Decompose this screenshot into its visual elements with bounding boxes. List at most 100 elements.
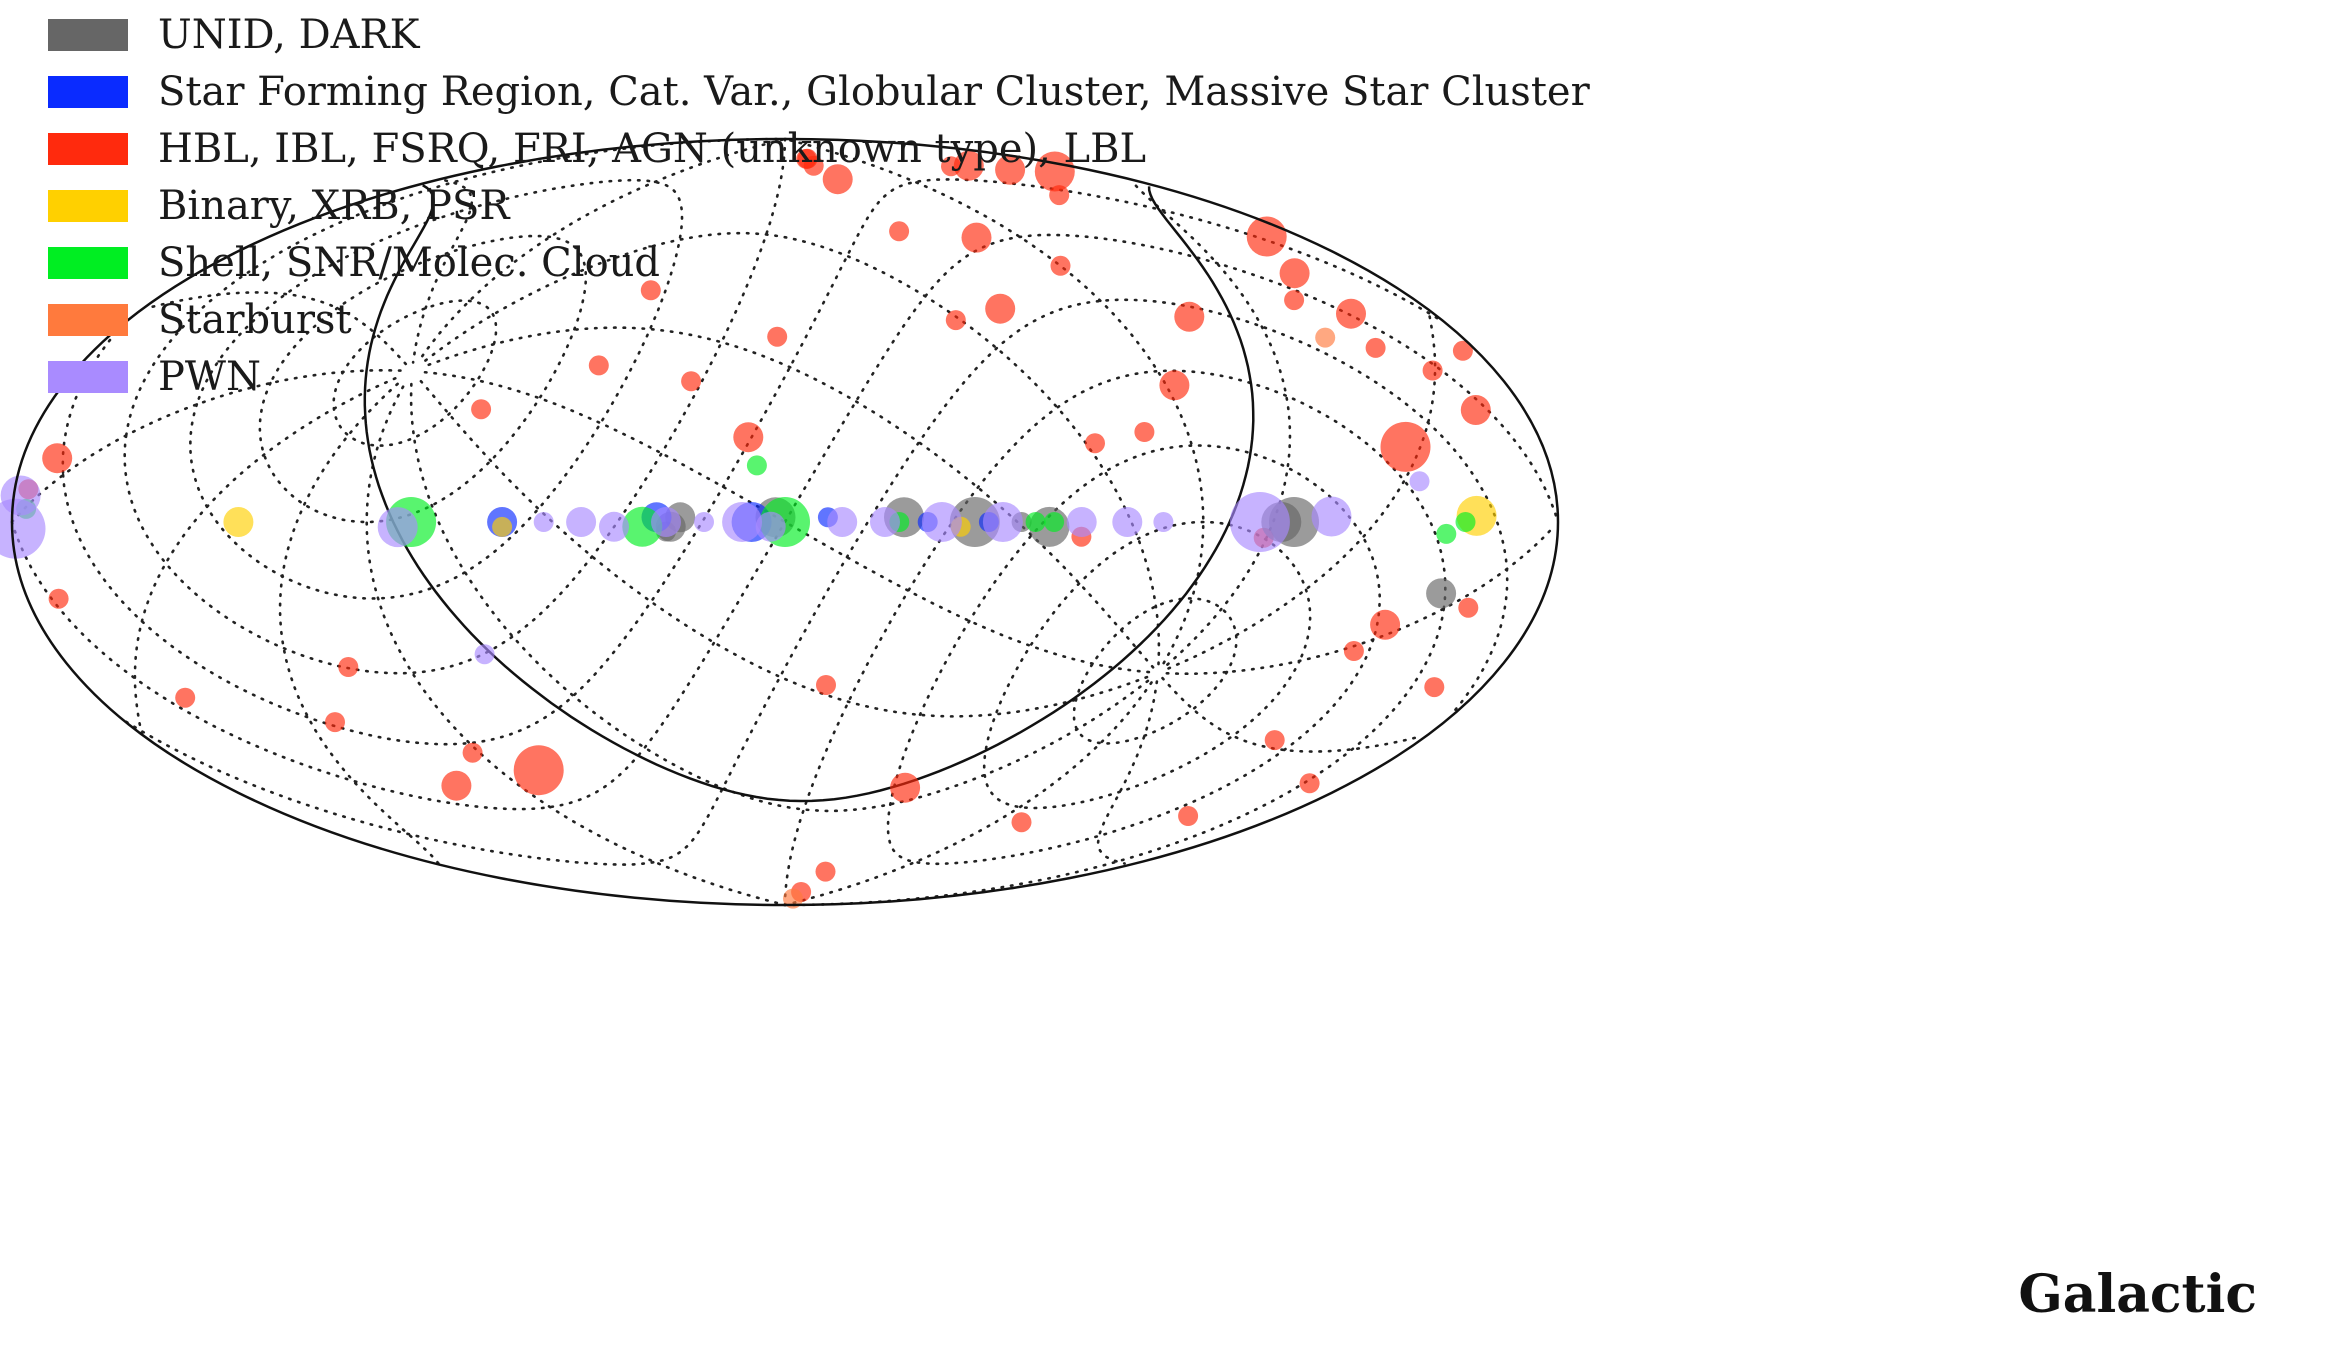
source-marker — [1343, 641, 1364, 661]
source-marker — [1178, 806, 1199, 826]
legend: UNID, DARK Star Forming Region, Cat. Var… — [48, 6, 1590, 405]
ecliptic-curves — [363, 184, 1255, 803]
grid-line — [419, 370, 1151, 674]
source-marker — [377, 507, 418, 548]
source-marker — [1025, 512, 1046, 532]
source-marker — [945, 310, 966, 331]
legend-item-binary: Binary, XRB, PSR — [48, 177, 1590, 234]
source-marker — [651, 507, 681, 537]
legend-label: Star Forming Region, Cat. Var., Globular… — [158, 68, 1590, 115]
source-marker — [783, 888, 803, 909]
source-marker — [827, 507, 858, 537]
source-marker — [1174, 301, 1205, 332]
legend-label: Binary, XRB, PSR — [158, 182, 510, 229]
source-marker — [815, 861, 836, 882]
source-marker — [694, 512, 714, 532]
grid-line — [123, 137, 787, 675]
source-marker — [961, 222, 992, 253]
source-marker — [733, 422, 764, 453]
source-marker — [566, 507, 597, 537]
legend-item-star-forming: Star Forming Region, Cat. Var., Globular… — [48, 63, 1590, 120]
source-marker — [1011, 812, 1032, 833]
source-marker — [42, 443, 73, 474]
source-marker — [1458, 597, 1479, 618]
grid-line — [151, 291, 1437, 670]
source-marker — [1365, 337, 1386, 358]
source-marker — [599, 511, 629, 542]
grid-line — [409, 378, 1150, 813]
source-marker — [1229, 492, 1290, 552]
legend-item-shell: Shell, SNR/Molec. Cloud — [48, 234, 1590, 291]
source-marker — [985, 293, 1016, 324]
source-marker — [1370, 609, 1401, 640]
legend-swatch — [48, 246, 128, 279]
source-marker — [1049, 185, 1070, 206]
source-marker — [1409, 471, 1430, 492]
source-marker — [338, 657, 359, 677]
legend-label: UNID, DARK — [158, 11, 420, 58]
grid-line — [421, 326, 1155, 669]
source-marker — [816, 675, 836, 695]
grid-line — [783, 369, 1447, 907]
grid-line — [278, 378, 1159, 865]
source-marker — [1455, 512, 1476, 532]
source-marker — [325, 712, 345, 733]
source-marker — [1380, 421, 1431, 472]
source-marker — [890, 772, 921, 803]
legend-label: HBL, IBL, FSRQ, FRI, AGN (unknown type),… — [158, 125, 1147, 172]
source-marker — [870, 507, 900, 537]
source-marker — [889, 221, 910, 242]
grid-line — [10, 369, 1554, 675]
source-marker — [1264, 730, 1285, 751]
source-marker — [1159, 370, 1190, 401]
source-marker — [462, 742, 483, 763]
source-marker — [995, 154, 1026, 185]
source-marker — [474, 644, 495, 665]
legend-swatch — [48, 75, 128, 108]
legend-item-agn: HBL, IBL, FSRQ, FRI, AGN (unknown type),… — [48, 120, 1590, 177]
grid-line — [886, 444, 1382, 866]
source-marker — [681, 371, 702, 392]
grid-line — [365, 379, 1153, 907]
source-marker — [953, 150, 984, 181]
source-marker — [1066, 507, 1097, 537]
legend-swatch — [48, 18, 128, 51]
source-marker — [1134, 422, 1155, 442]
source-marker — [588, 355, 609, 376]
source-marker — [533, 512, 554, 532]
source-marker — [513, 745, 564, 796]
source-marker — [1424, 677, 1445, 698]
source-marker — [1336, 298, 1366, 329]
source-marker — [1426, 578, 1457, 609]
source-marker — [223, 507, 254, 537]
source-marker — [640, 280, 661, 301]
source-marker — [822, 164, 853, 195]
source-marker — [796, 148, 817, 169]
source-marker — [1299, 773, 1320, 794]
source-marker — [1153, 512, 1174, 532]
source-marker — [0, 498, 46, 559]
grid-line — [415, 375, 1149, 718]
grid-line — [411, 179, 1292, 666]
legend-item-unid: UNID, DARK — [48, 6, 1590, 63]
grid-line — [133, 374, 1419, 753]
source-marker — [1112, 507, 1143, 537]
source-marker — [1315, 327, 1336, 348]
legend-swatch — [48, 360, 128, 393]
source-marker — [746, 455, 767, 476]
sky-boundary — [10, 137, 1560, 907]
source-marker — [1436, 523, 1457, 544]
source-marker — [1279, 258, 1310, 289]
source-markers — [0, 148, 1497, 909]
source-marker — [492, 516, 513, 537]
coordinate-frame-label: Galactic — [2018, 1264, 2257, 1325]
source-marker — [471, 399, 492, 420]
ecliptic-line — [363, 184, 1255, 803]
source-marker — [982, 502, 1023, 542]
source-marker — [941, 156, 961, 177]
source-marker — [1422, 360, 1443, 381]
source-marker — [1044, 512, 1065, 532]
source-marker — [48, 588, 69, 609]
legend-item-pwn: PWN — [48, 348, 1590, 405]
legend-label: PWN — [158, 353, 262, 400]
